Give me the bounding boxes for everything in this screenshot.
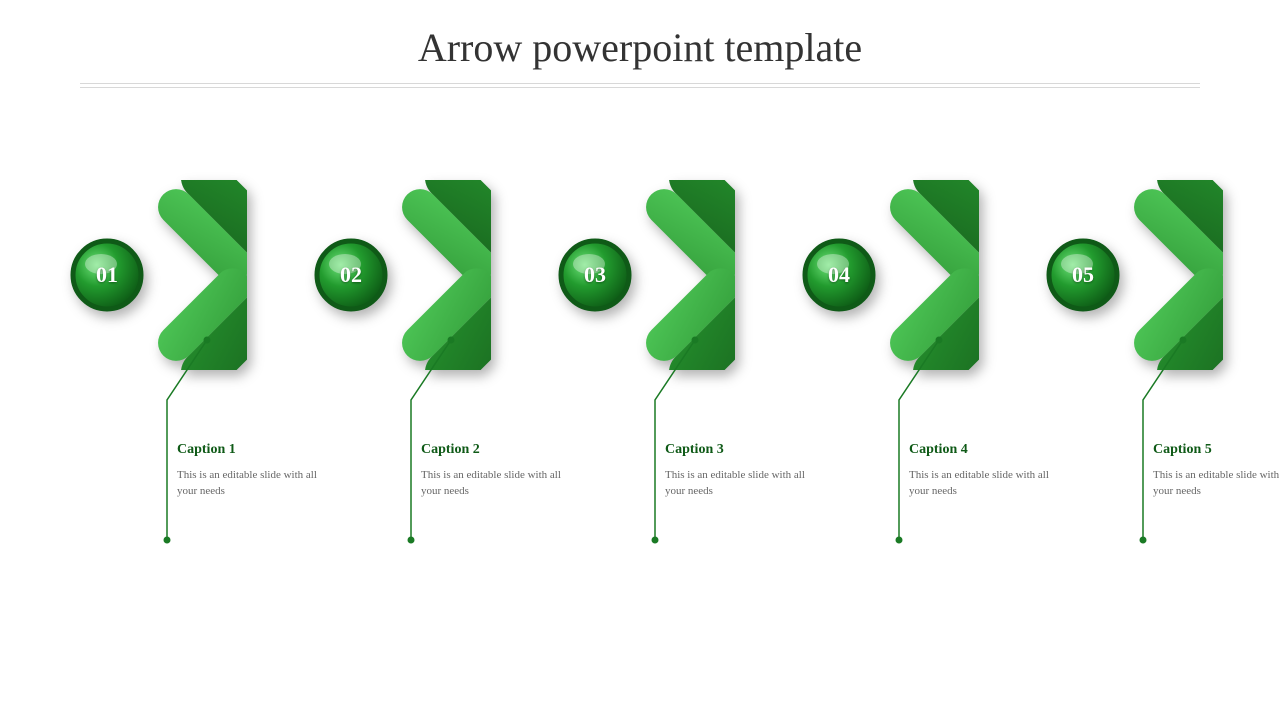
description-text: This is an editable slide with all your …: [909, 468, 1069, 500]
page-title: Arrow powerpoint template: [0, 0, 1280, 83]
text-block: Caption 1 This is an editable slide with…: [177, 442, 337, 500]
arrow-shape: 01: [57, 180, 247, 370]
caption-label: Caption 1: [177, 442, 337, 458]
text-block: Caption 2 This is an editable slide with…: [421, 442, 581, 500]
arrow-shape: 02: [301, 180, 491, 370]
title-divider: [80, 83, 1200, 87]
arrow-chevron-icon: [57, 180, 247, 370]
description-text: This is an editable slide with all your …: [177, 468, 337, 500]
caption-label: Caption 5: [1153, 442, 1280, 458]
arrow-item: 02 Caption 2 This is an editable slide w…: [301, 180, 491, 370]
arrow-item: 04 Caption 4 This is an editable slide w…: [789, 180, 979, 370]
text-block: Caption 3 This is an editable slide with…: [665, 442, 825, 500]
description-text: This is an editable slide with all your …: [421, 468, 581, 500]
description-text: This is an editable slide with all your …: [1153, 468, 1280, 500]
arrow-shape: 05: [1033, 180, 1223, 370]
arrow-shape: 04: [789, 180, 979, 370]
arrow-row: 01 Caption 1 This is an editable slide w…: [0, 180, 1280, 370]
step-number: 03: [584, 262, 606, 288]
text-block: Caption 4 This is an editable slide with…: [909, 442, 1069, 500]
arrow-chevron-icon: [301, 180, 491, 370]
description-text: This is an editable slide with all your …: [665, 468, 825, 500]
arrow-shape: 03: [545, 180, 735, 370]
step-number: 04: [828, 262, 850, 288]
arrow-chevron-icon: [1033, 180, 1223, 370]
caption-label: Caption 2: [421, 442, 581, 458]
arrow-chevron-icon: [545, 180, 735, 370]
arrow-chevron-icon: [789, 180, 979, 370]
text-block: Caption 5 This is an editable slide with…: [1153, 442, 1280, 500]
caption-label: Caption 4: [909, 442, 1069, 458]
step-number: 02: [340, 262, 362, 288]
caption-label: Caption 3: [665, 442, 825, 458]
step-number: 05: [1072, 262, 1094, 288]
step-number: 01: [96, 262, 118, 288]
arrow-item: 05 Caption 5 This is an editable slide w…: [1033, 180, 1223, 370]
arrow-item: 01 Caption 1 This is an editable slide w…: [57, 180, 247, 370]
arrow-item: 03 Caption 3 This is an editable slide w…: [545, 180, 735, 370]
